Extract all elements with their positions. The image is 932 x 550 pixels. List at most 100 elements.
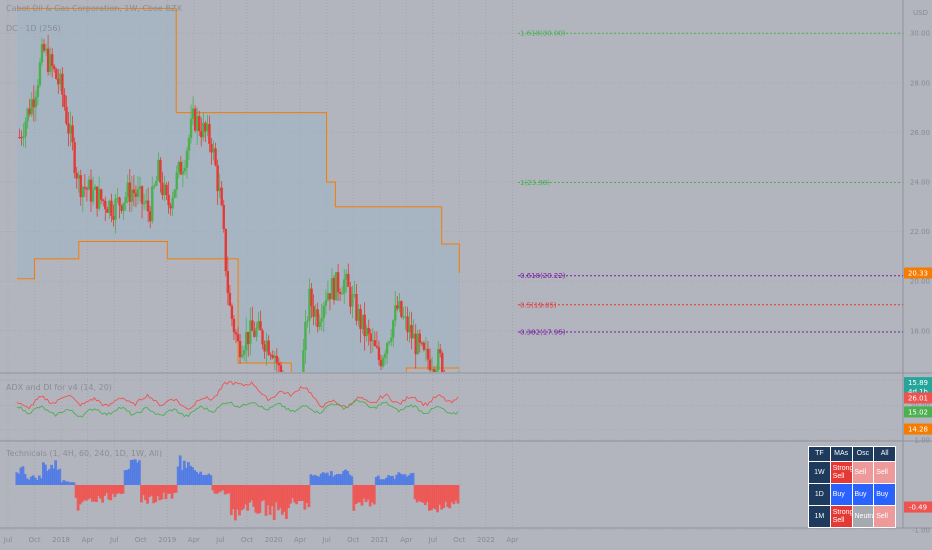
candle-body: [130, 189, 134, 202]
tech-bar: [56, 470, 60, 485]
tech-bar: [227, 485, 231, 494]
currency-label[interactable]: USD: [913, 9, 928, 17]
candle-body: [144, 200, 148, 204]
upper-channel-badge: 20.33: [908, 270, 928, 278]
candle-body: [48, 54, 52, 72]
tech-bar: [140, 485, 143, 503]
candle-body: [343, 279, 346, 294]
donchian-upper-line: [16, 7, 460, 273]
tech-bar: [415, 485, 419, 503]
time-label: 2021: [371, 536, 389, 544]
time-label: 2018: [52, 536, 70, 544]
candle-body: [286, 396, 288, 403]
candle-body: [91, 189, 95, 202]
candle-body: [191, 108, 195, 119]
tech-bar: [76, 485, 80, 511]
col-mas: MAs: [829, 446, 853, 462]
adx-green-badge-bg: [904, 406, 932, 418]
candle-body: [106, 209, 109, 213]
candle-body: [175, 172, 178, 190]
candle-body: [406, 316, 409, 333]
candle-body: [65, 106, 68, 124]
candle-body: [355, 294, 358, 321]
candle-body: [224, 228, 227, 272]
candle-body: [161, 182, 164, 196]
tech-bar: [39, 478, 43, 485]
tech-bar: [84, 485, 88, 501]
candle-body: [110, 200, 113, 216]
tech-bar: [17, 473, 21, 485]
candle-body: [271, 355, 274, 358]
fib-label: 1(23.98): [520, 179, 550, 187]
tech-bar: [252, 485, 256, 507]
tech-bar: [344, 469, 348, 485]
tech-bar: [362, 485, 366, 499]
candle-body: [336, 272, 340, 293]
price-axis[interactable]: 30.0028.0026.0024.0022.0020.0018.0016.00…: [910, 30, 930, 535]
tech-bar: [86, 485, 90, 500]
time-label: Apr: [82, 536, 94, 544]
tech-bar: [421, 485, 425, 503]
tech-bar: [195, 471, 198, 485]
rating-cell: Neutral: [851, 505, 875, 528]
tech-bar: [164, 485, 168, 500]
adx-red-badge: 26.01: [908, 394, 928, 402]
tech-bar: [213, 485, 217, 494]
tech-bar: [454, 485, 458, 501]
tech-bar: [440, 485, 444, 510]
tech-bar: [348, 474, 352, 485]
candle-body: [245, 331, 248, 351]
candle-body: [265, 340, 268, 352]
candle-body: [124, 197, 127, 203]
tech-bar: [152, 485, 156, 504]
candle-body: [28, 108, 31, 115]
candle-body: [273, 355, 276, 358]
tech-bar: [15, 472, 19, 485]
candle-body: [404, 316, 407, 318]
tech-bar: [407, 475, 411, 485]
candle-body: [187, 138, 191, 151]
tech-bar: [68, 482, 72, 485]
tech-bar: [158, 485, 162, 501]
candle-body: [432, 369, 436, 372]
candle-body: [288, 403, 290, 404]
tech-bar: [266, 485, 270, 506]
candle-body: [402, 316, 405, 318]
fib-label: 0.618(20.22): [520, 272, 566, 280]
tech-bar: [131, 459, 135, 485]
candle-body: [240, 354, 244, 358]
candle-body: [363, 314, 366, 337]
candle-body: [134, 193, 138, 197]
candle-body: [400, 301, 403, 317]
candle-body: [204, 122, 207, 132]
time-axis[interactable]: Jul Oct 2018 Apr Jul Oct 2019 Apr Jul Oct 2020 Apr J…: [3, 536, 519, 544]
candle-body: [236, 334, 240, 341]
candle-body: [226, 271, 230, 293]
tech-bar: [354, 485, 358, 505]
time-label: Oct: [135, 536, 147, 544]
candle-body: [155, 180, 158, 186]
candle-body: [50, 54, 54, 67]
candle-body: [93, 186, 97, 190]
tech-bar: [352, 485, 356, 511]
tech-bar: [74, 485, 78, 498]
adx-lines: [16, 381, 459, 418]
candle-body: [53, 66, 56, 70]
candle-body: [322, 305, 326, 319]
tech-bar: [436, 485, 439, 513]
tech-bar: [21, 466, 25, 485]
tech-bar: [321, 472, 325, 485]
countdown-badge: 4d 1h: [908, 388, 928, 396]
candle-body: [390, 337, 393, 342]
candle-body: [367, 327, 370, 334]
tech-bar: [221, 485, 225, 491]
tech-value-badge-bg: [904, 501, 932, 513]
candle-body: [55, 69, 58, 79]
candle-body: [151, 186, 154, 222]
tech-bar: [52, 468, 56, 485]
tech-bar: [246, 485, 250, 511]
upper-channel-badge-bg: [904, 267, 932, 279]
tech-bar: [119, 485, 123, 495]
candle-body: [163, 184, 166, 196]
